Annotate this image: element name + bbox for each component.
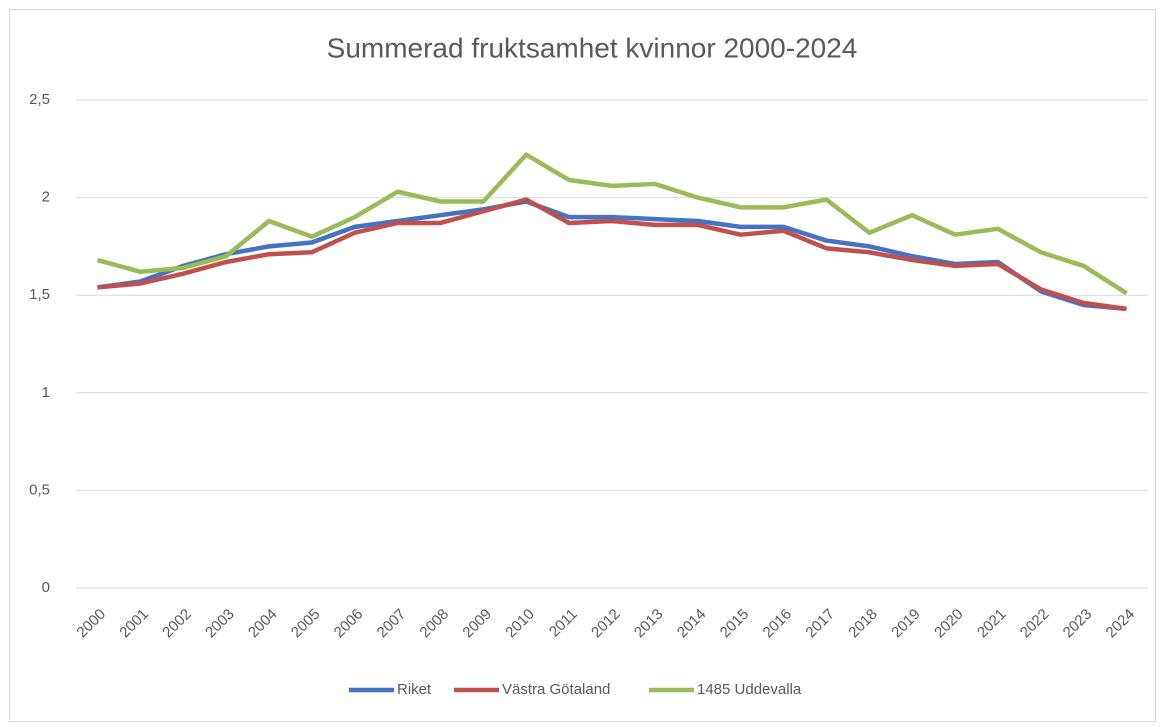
y-tick-label: 2,5: [29, 91, 50, 108]
chart-title: Summerad fruktsamhet kvinnor 2000-2024: [327, 32, 858, 63]
series-line: [96, 152, 1128, 296]
y-tick-label: 2: [42, 189, 50, 206]
y-tick-label: 0: [42, 579, 50, 596]
legend-label: 1485 Uddevalla: [697, 681, 802, 698]
y-tick-label: 1,5: [29, 286, 50, 303]
y-tick-label: 0,5: [29, 481, 50, 498]
series-line: [97, 197, 1127, 312]
legend-label: Västra Götaland: [502, 681, 610, 698]
y-tick-label: 1: [42, 384, 50, 401]
chart-border: [9, 9, 1156, 722]
legend-label: Riket: [397, 681, 432, 698]
